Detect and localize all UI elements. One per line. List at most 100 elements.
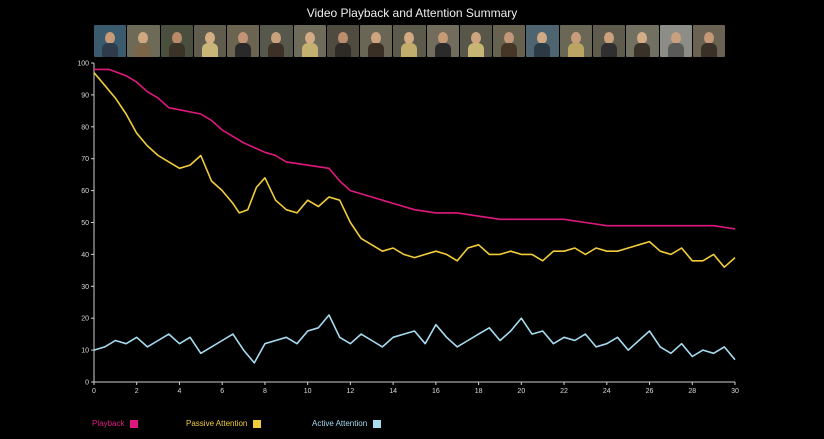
x-tick-label: 0 [92,388,96,395]
thumbnail-figure [401,43,418,57]
thumbnail-face [637,32,648,44]
video-thumbnail[interactable] [393,25,426,57]
y-tick-label: 40 [81,252,89,259]
video-thumbnail[interactable] [193,25,227,57]
legend-label-passive-attention: Passive Attention [186,419,248,428]
video-thumbnail[interactable] [493,25,526,57]
video-thumbnail[interactable] [94,25,127,57]
series-line-playback [94,68,736,230]
thumbnail-face [371,32,382,44]
legend-item-playback: Playback [92,419,139,428]
y-tick-label: 30 [81,284,89,291]
x-tick-label: 2 [135,388,139,395]
thumbnail-figure [235,43,252,57]
series-line-passive-attention [93,72,736,269]
legend-swatch-passive-attention [253,419,262,428]
video-thumbnail[interactable] [526,25,559,57]
video-thumbnail[interactable] [659,25,692,57]
thumbnail-face [138,32,149,44]
thumbnail-face [470,32,481,44]
x-tick-label: 20 [517,388,525,395]
thumbnail-figure [534,43,551,57]
x-tick-label: 8 [263,388,267,395]
legend-item-active-attention: Active Attention [312,419,382,428]
video-thumbnail[interactable] [592,25,626,57]
video-thumbnail[interactable] [626,25,659,57]
thumbnail-figure [501,43,518,57]
thumbnail-face [105,32,115,44]
series-line-active-attention [93,314,736,364]
thumbnail-figure [567,43,584,57]
x-tick-label: 24 [603,388,611,395]
thumbnail-figure [201,43,218,57]
y-tick-label: 70 [81,156,89,163]
thumbnail-figure [368,43,385,57]
thumbnail-face [404,32,415,44]
legend-swatch-playback [130,419,139,428]
thumbnail-face [204,32,215,44]
thumbnail-face [271,32,282,44]
thumbnail-face [570,32,581,44]
y-tick-label: 80 [81,124,89,131]
thumbnail-figure [135,43,152,57]
legend-label-playback: Playback [92,419,125,428]
y-tick-label: 10 [81,348,89,355]
video-thumbnail[interactable] [559,25,592,57]
x-tick-label: 6 [220,388,224,395]
x-tick-label: 16 [432,388,440,395]
x-tick-label: 26 [646,388,654,395]
video-thumbnail[interactable] [160,25,193,57]
thumbnail-face [304,32,315,44]
x-tick-label: 30 [731,388,739,395]
video-thumbnail[interactable] [260,25,293,57]
thumbnail-face [603,32,614,44]
thumbnail-figure [168,43,185,57]
x-tick-label: 28 [688,388,696,395]
y-tick-label: 60 [81,188,89,195]
video-thumbnail[interactable] [426,25,459,57]
thumbnail-figure [268,43,285,57]
chart-title: Video Playback and Attention Summary [306,6,518,20]
thumbnail-face [337,32,348,44]
video-thumbnail-strip[interactable] [94,25,726,57]
video-thumbnail[interactable] [227,25,260,57]
thumbnail-figure [634,43,651,57]
x-tick-label: 4 [178,388,182,395]
thumbnail-figure [467,43,484,57]
y-tick-label: 90 [81,92,89,99]
x-tick-label: 10 [304,388,312,395]
legend-swatch-active-attention [373,419,382,428]
video-thumbnail[interactable] [293,25,326,57]
chart-legend: Playback Passive Attention Active Attent… [0,419,824,433]
video-thumbnail[interactable] [127,25,160,57]
thumbnail-figure [600,43,617,57]
thumbnail-face [537,32,548,44]
thumbnail-figure [334,43,351,57]
thumbnail-face [238,32,249,44]
y-tick-label: 20 [81,316,89,323]
video-thumbnail[interactable] [360,25,393,57]
legend-label-active-attention: Active Attention [312,419,368,428]
video-thumbnail[interactable] [326,25,360,57]
thumbnail-figure [434,43,451,57]
thumbnail-face [670,32,681,44]
thumbnail-face [703,32,714,44]
thumbnail-figure [102,43,118,57]
thumbnail-face [437,32,448,44]
thumbnail-face [171,32,182,44]
x-tick-label: 18 [475,388,483,395]
legend-item-passive-attention: Passive Attention [186,419,262,428]
y-tick-label: 0 [85,380,89,387]
thumbnail-figure [301,43,318,57]
x-tick-label: 14 [389,388,397,395]
video-thumbnail[interactable] [459,25,493,57]
video-thumbnail[interactable] [692,25,726,57]
x-tick-label: 12 [347,388,355,395]
x-tick-label: 22 [560,388,568,395]
thumbnail-face [504,32,515,44]
thumbnail-figure [700,43,717,57]
y-tick-label: 50 [81,220,89,227]
y-tick-label: 100 [77,61,89,68]
thumbnail-figure [667,43,684,57]
